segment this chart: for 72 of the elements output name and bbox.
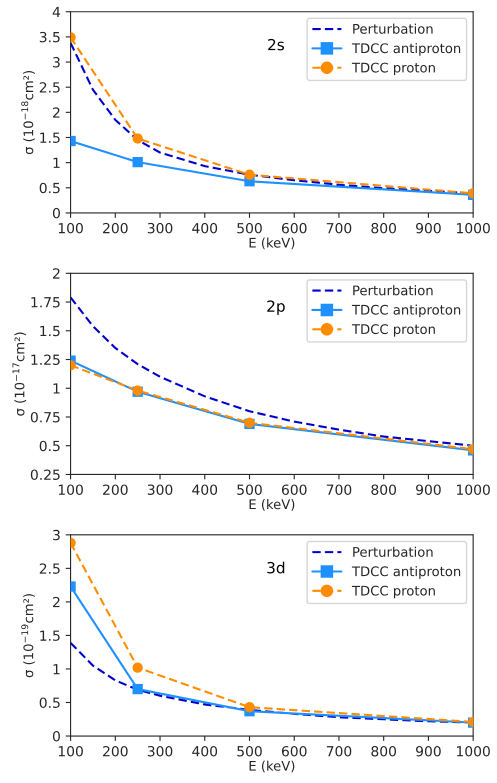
x-tick-label: 100 (58, 746, 83, 756)
legend-label: Perturbation (353, 285, 433, 296)
x-tick-label: 800 (371, 484, 396, 495)
x-tick-label: 900 (416, 746, 441, 756)
y-axis-title: σ (10$^{−18}$cm²) (21, 71, 35, 154)
x-tick-label: 600 (282, 484, 307, 495)
y-tick-label: 0 (52, 730, 60, 742)
y-axis-title: σ (10$^{−19}$cm²) (21, 594, 35, 678)
y-tick-label: 2 (53, 268, 60, 279)
x-axis-title: E (keV) (250, 760, 294, 772)
x-tick-label: 800 (371, 746, 396, 756)
y-tick-label: 0.5 (40, 697, 60, 708)
x-tick-label: 700 (326, 746, 352, 756)
x-tick-label: 400 (192, 484, 218, 495)
legend-label: TDCC proton (352, 586, 435, 598)
y-tick-label: 1.5 (40, 132, 60, 143)
x-axis-title: E (keV) (250, 499, 294, 511)
x-tick-label: 1000 (456, 746, 490, 756)
x-axis-title: E (keV) (250, 237, 294, 250)
annotation: 3d (267, 562, 284, 574)
y-tick-label: 3 (53, 530, 60, 540)
y-tick-label: 0.5 (40, 440, 60, 452)
annotation: 2p (267, 300, 285, 315)
x-tick-label: 1000 (456, 222, 490, 234)
x-tick-label: 100 (58, 222, 83, 234)
x-tick-label: 200 (103, 222, 128, 234)
y-axis-title: σ (10$^{−17}$cm²) (12, 332, 26, 416)
legend-label: Perturbation (353, 24, 433, 34)
y-tick-label: 1.25 (31, 354, 60, 365)
x-tick-label: 400 (192, 746, 218, 756)
x-tick-label: 300 (148, 484, 172, 495)
x-tick-label: 900 (416, 222, 441, 234)
y-tick-label: 1.5 (40, 630, 60, 641)
x-tick-label: 300 (148, 746, 172, 756)
x-tick-label: 600 (282, 222, 307, 234)
x-tick-label: 700 (326, 484, 352, 495)
y-tick-label: 1 (54, 158, 60, 168)
y-tick-label: 2.5 (40, 563, 60, 574)
y-tick-label: 1 (54, 664, 60, 674)
y-tick-label: 2.5 (40, 82, 60, 93)
y-tick-label: 4 (52, 6, 60, 18)
legend-label: TDCC proton (352, 62, 435, 76)
y-tick-label: 2 (53, 596, 60, 608)
legend-label: TDCC antiproton (352, 42, 460, 56)
x-tick-label: 100 (58, 484, 83, 495)
legend-label: TDCC antiproton (352, 566, 460, 579)
x-tick-label: 500 (237, 746, 262, 756)
x-tick-label: 800 (371, 222, 396, 234)
y-tick-label: 1.5 (40, 326, 60, 336)
y-tick-label: 0 (52, 208, 60, 218)
y-tick-label: 3 (53, 57, 60, 68)
x-tick-label: 700 (326, 222, 352, 234)
legend-label: Perturbation (353, 546, 433, 557)
x-tick-label: 500 (237, 484, 262, 495)
legend-label: TDCC proton (352, 324, 435, 337)
y-tick-label: 0.25 (30, 469, 60, 480)
annotation: 2s (268, 38, 284, 50)
x-tick-label: 200 (103, 484, 128, 495)
x-tick-label: 400 (192, 222, 218, 234)
y-tick-label: 2 (53, 107, 60, 118)
legend-label: TDCC antiproton (352, 304, 460, 318)
y-tick-label: 1 (54, 383, 60, 394)
x-tick-label: 600 (282, 746, 307, 756)
x-tick-label: 500 (237, 222, 262, 234)
y-tick-label: 1.75 (31, 297, 60, 308)
y-tick-label: 0.5 (40, 182, 60, 194)
x-tick-label: 1000 (456, 484, 490, 495)
x-tick-label: 200 (103, 746, 128, 756)
y-tick-label: 0.75 (30, 412, 60, 422)
x-tick-label: 300 (148, 222, 172, 234)
y-tick-label: 3.5 (40, 32, 60, 42)
x-tick-label: 900 (416, 484, 441, 495)
